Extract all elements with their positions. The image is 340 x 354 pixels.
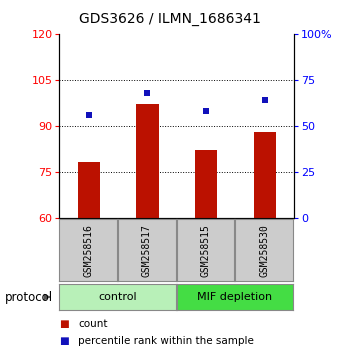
- Bar: [254, 132, 276, 218]
- Text: MIF depletion: MIF depletion: [198, 292, 272, 302]
- Bar: [78, 162, 100, 218]
- Bar: [195, 150, 217, 218]
- Text: percentile rank within the sample: percentile rank within the sample: [78, 336, 254, 346]
- Point: [262, 97, 268, 103]
- Text: ■: ■: [59, 336, 69, 346]
- Bar: [136, 104, 159, 218]
- Point: [86, 112, 91, 118]
- Text: ■: ■: [59, 319, 69, 329]
- Point: [145, 90, 150, 95]
- Text: GSM258530: GSM258530: [259, 224, 269, 277]
- Text: GSM258516: GSM258516: [83, 224, 93, 277]
- Text: count: count: [78, 319, 108, 329]
- Text: protocol: protocol: [5, 291, 53, 303]
- Text: GDS3626 / ILMN_1686341: GDS3626 / ILMN_1686341: [79, 12, 261, 27]
- Point: [203, 108, 209, 114]
- Text: control: control: [98, 292, 137, 302]
- Text: GSM258517: GSM258517: [142, 224, 152, 277]
- Text: GSM258515: GSM258515: [201, 224, 210, 277]
